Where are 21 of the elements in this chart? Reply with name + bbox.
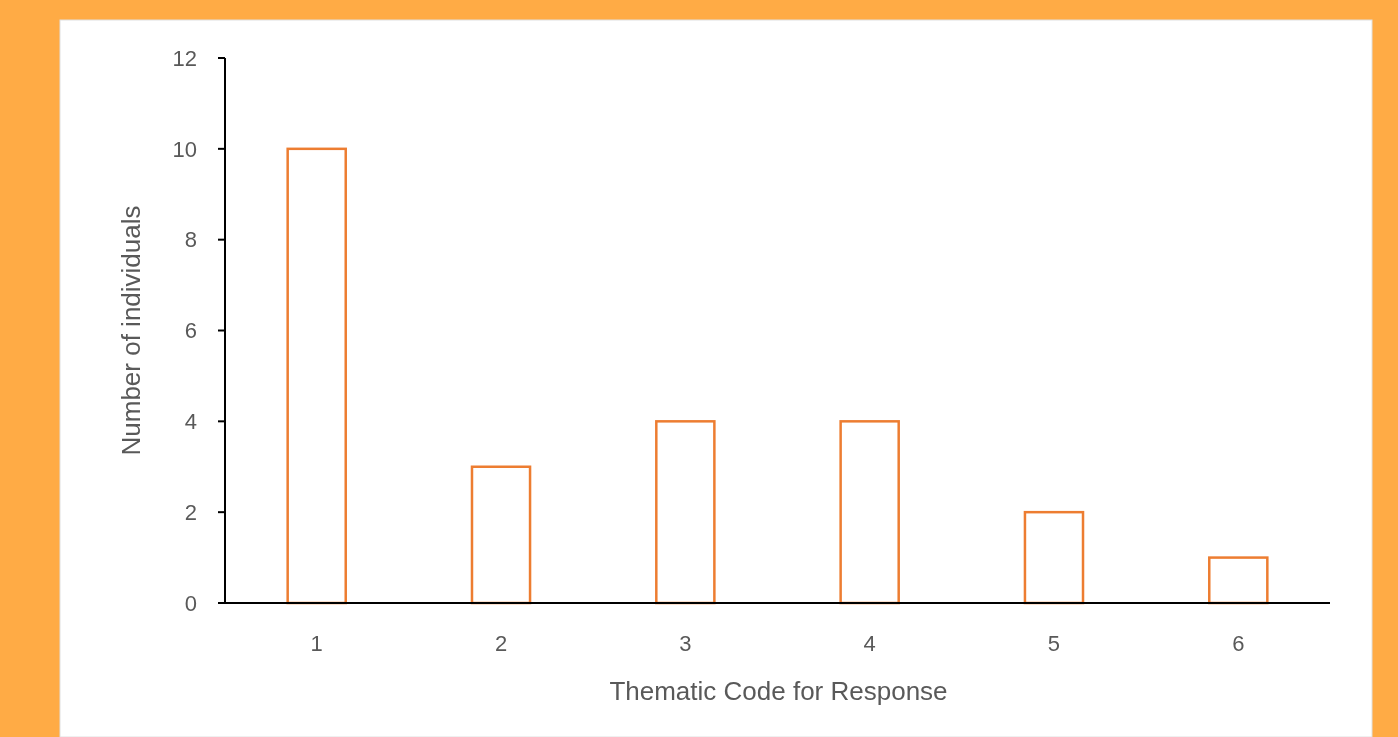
bar [1023, 510, 1085, 605]
x-tick-label: 2 [494, 631, 508, 656]
bar [655, 420, 716, 605]
y-tick-label: 8 [184, 227, 197, 253]
y-tick-label: 4 [184, 409, 197, 435]
y-tick-label: 0 [184, 590, 197, 616]
y-axis-title: Number of individuals [116, 205, 146, 456]
y-tick-label: 6 [184, 318, 197, 344]
bar [286, 147, 347, 605]
x-tick-label: 4 [863, 631, 876, 656]
y-tick-label: 12 [172, 45, 197, 71]
x-tick-label: 6 [1232, 631, 1245, 656]
bar [839, 420, 900, 605]
bar [1208, 556, 1269, 605]
x-tick-label: 3 [679, 631, 692, 656]
y-tick-label: 2 [184, 499, 197, 525]
y-tick-label: 10 [172, 136, 197, 162]
x-axis-title: Thematic Code for Response [609, 676, 948, 706]
x-tick-label: 5 [1047, 631, 1061, 656]
bar [470, 465, 532, 605]
x-tick-label: 1 [310, 631, 323, 656]
